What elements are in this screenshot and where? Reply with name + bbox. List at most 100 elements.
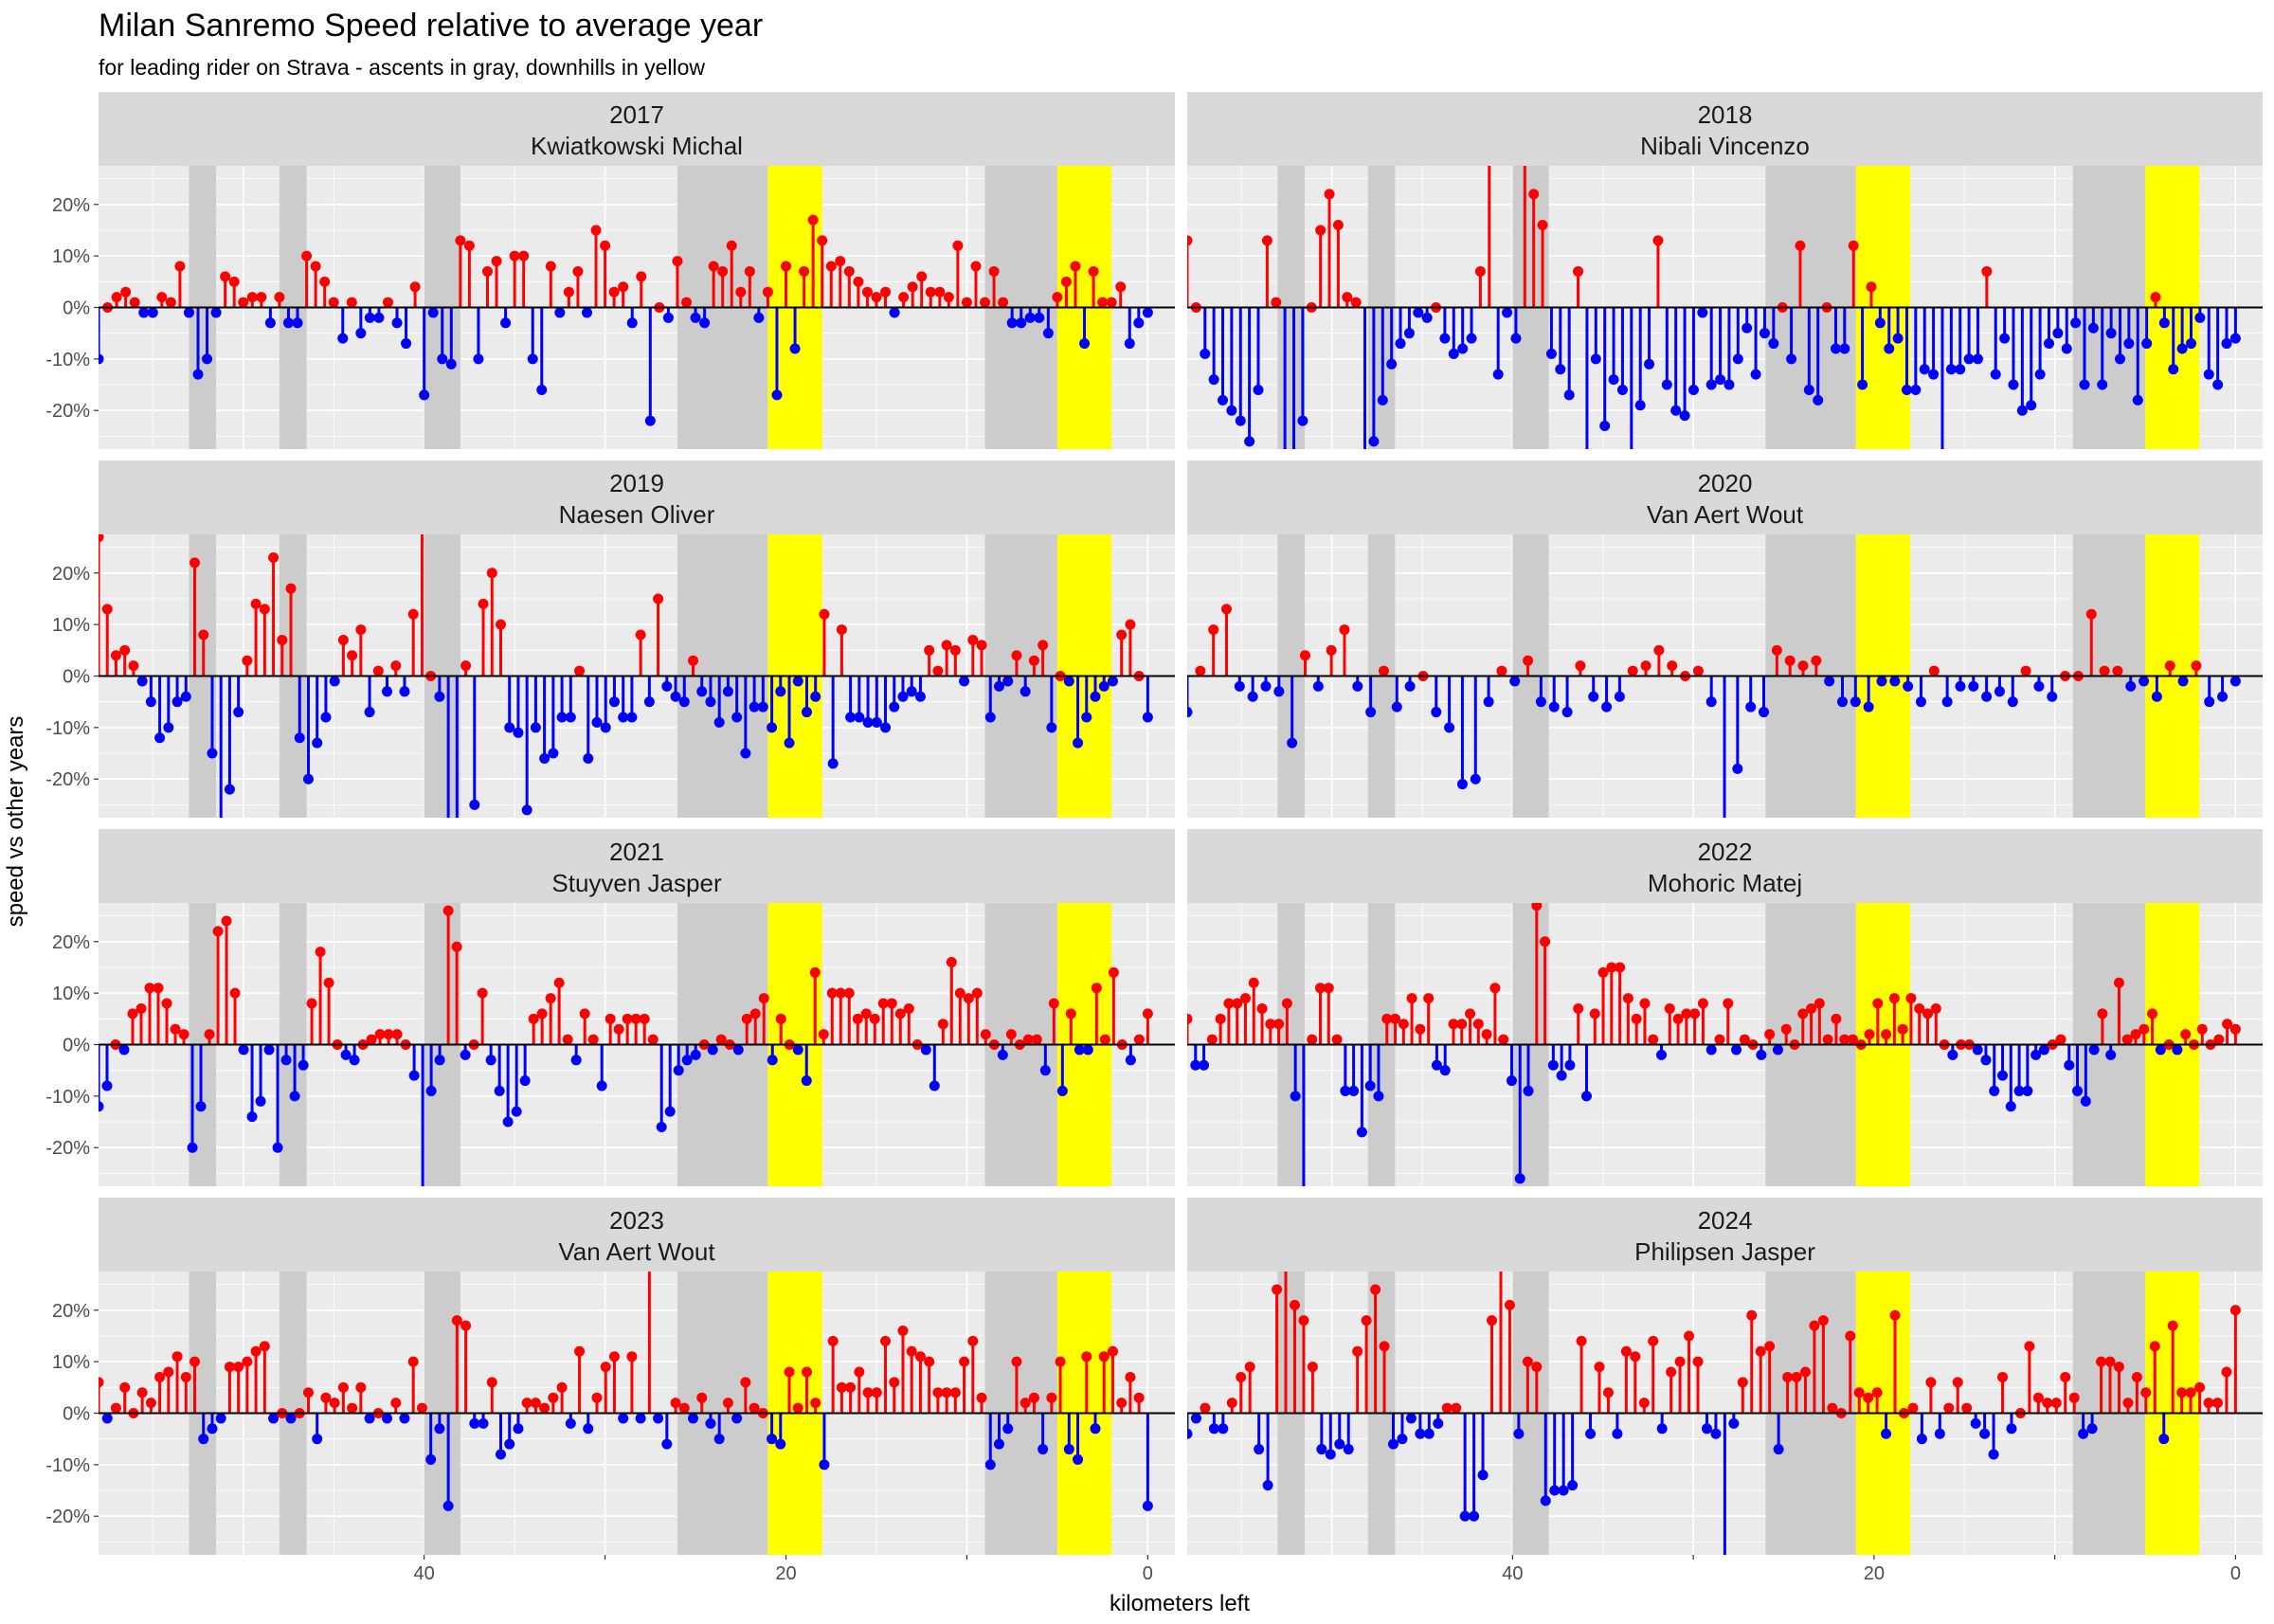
lollipop-point xyxy=(210,307,222,318)
lollipop-point xyxy=(713,1434,725,1445)
lollipop-point xyxy=(527,353,538,365)
lollipop-point xyxy=(374,1029,386,1040)
lollipop-point xyxy=(1925,1377,1937,1388)
lollipop-point xyxy=(1090,691,1101,702)
lollipop-point xyxy=(1477,1470,1489,1481)
lollipop-point xyxy=(2034,369,2046,380)
lollipop-point xyxy=(2047,691,2058,702)
lollipop-point xyxy=(1806,1002,1817,1014)
lollipop-point xyxy=(1589,1008,1600,1020)
lollipop-point xyxy=(183,307,194,318)
lollipop-point xyxy=(1759,328,1770,339)
lollipop-point xyxy=(961,297,972,308)
lollipop-point xyxy=(1910,384,1922,395)
lollipop-point xyxy=(1315,225,1326,236)
lollipop-point xyxy=(1941,696,1953,708)
lollipop-point xyxy=(1364,1080,1376,1092)
lollipop-point xyxy=(136,1387,148,1398)
lollipop-point xyxy=(705,696,716,708)
lollipop-point xyxy=(302,773,314,785)
lollipop-point xyxy=(1864,1029,1875,1040)
y-tick-label: 10% xyxy=(52,615,90,636)
lollipop-point xyxy=(1594,1362,1605,1373)
lollipop-point xyxy=(1836,696,1848,708)
lollipop-point xyxy=(946,957,957,968)
lollipop-point xyxy=(545,261,556,272)
lollipop-point xyxy=(1732,763,1743,774)
lollipop-point xyxy=(161,998,172,1009)
strip-background xyxy=(99,460,1175,534)
lollipop-point xyxy=(425,1085,437,1096)
lollipop-point xyxy=(1208,1423,1219,1435)
lollipop-point xyxy=(771,389,783,401)
lollipop-point xyxy=(1298,1315,1309,1326)
lollipop-point xyxy=(1824,676,1835,687)
lollipop-point xyxy=(1226,405,1237,416)
lollipop-point xyxy=(1063,1444,1074,1455)
lollipop-point xyxy=(1692,1356,1704,1367)
y-tick-label: 10% xyxy=(52,246,90,267)
lollipop-point xyxy=(886,998,897,1009)
lollipop-point xyxy=(574,1345,586,1357)
lollipop-point xyxy=(809,966,821,978)
lollipop-point xyxy=(1791,1371,1802,1382)
lollipop-point xyxy=(1795,240,1806,251)
strip-rider: Stuyven Jasper xyxy=(551,869,722,897)
lollipop-point xyxy=(1782,1371,1794,1382)
lollipop-point xyxy=(2024,1341,2035,1352)
lollipop-point xyxy=(408,1070,420,1081)
lollipop-point xyxy=(1988,1449,1999,1460)
lollipop-point xyxy=(473,353,484,365)
lollipop-point xyxy=(845,1381,857,1393)
lollipop-point xyxy=(590,225,602,236)
lollipop-point xyxy=(1312,680,1324,692)
lollipop-point xyxy=(246,292,258,303)
lollipop-point xyxy=(574,665,586,677)
lollipop-point xyxy=(2105,1049,2117,1060)
x-axis-title: kilometers left xyxy=(1110,1591,1250,1616)
lollipop-point xyxy=(562,1034,573,1045)
lollipop-point xyxy=(713,716,725,728)
lollipop-point xyxy=(289,1091,300,1102)
lollipop-point xyxy=(661,680,673,692)
lollipop-point xyxy=(1421,312,1433,323)
x-tick-label: 40 xyxy=(414,1563,435,1584)
lollipop-group xyxy=(1187,903,2241,1186)
lollipop-point xyxy=(1563,389,1575,401)
lollipop-point xyxy=(862,716,874,728)
lollipop-point xyxy=(2132,394,2143,406)
lollipop-point xyxy=(920,1044,931,1056)
lollipop-point xyxy=(250,1345,262,1357)
lollipop-point xyxy=(1378,665,1389,677)
lollipop-point xyxy=(224,784,235,795)
lollipop-point xyxy=(1042,328,1054,339)
y-tick-label: 20% xyxy=(52,932,90,953)
lollipop-point xyxy=(726,240,737,251)
lollipop-point xyxy=(1031,1034,1042,1045)
lollipop-point xyxy=(1513,1428,1525,1439)
lollipop-point xyxy=(1235,415,1246,426)
lollipop-point xyxy=(1022,1034,1034,1045)
lollipop-point xyxy=(871,292,882,303)
lollipop-point xyxy=(1710,1428,1722,1439)
lollipop-point xyxy=(99,353,104,365)
lollipop-point xyxy=(1945,364,1957,375)
lollipop-point xyxy=(1981,265,1993,277)
lollipop-point xyxy=(174,261,186,272)
lollipop-point xyxy=(460,1049,471,1060)
lollipop-point xyxy=(1874,317,1886,329)
lollipop-point xyxy=(2172,1044,2183,1056)
strip-background xyxy=(1187,1198,2263,1272)
lollipop-point xyxy=(1656,1423,1668,1435)
lollipop-point xyxy=(136,676,148,687)
lollipop-point xyxy=(605,1013,616,1024)
lollipop-point xyxy=(451,1315,462,1326)
lollipop-point xyxy=(545,993,556,1004)
lollipop-point xyxy=(434,1055,445,1066)
lollipop-point xyxy=(1106,297,1117,308)
lollipop-point xyxy=(455,235,466,246)
lollipop-point xyxy=(1431,707,1442,718)
lollipop-point xyxy=(434,1423,445,1435)
lollipop-point xyxy=(1706,1044,1717,1056)
